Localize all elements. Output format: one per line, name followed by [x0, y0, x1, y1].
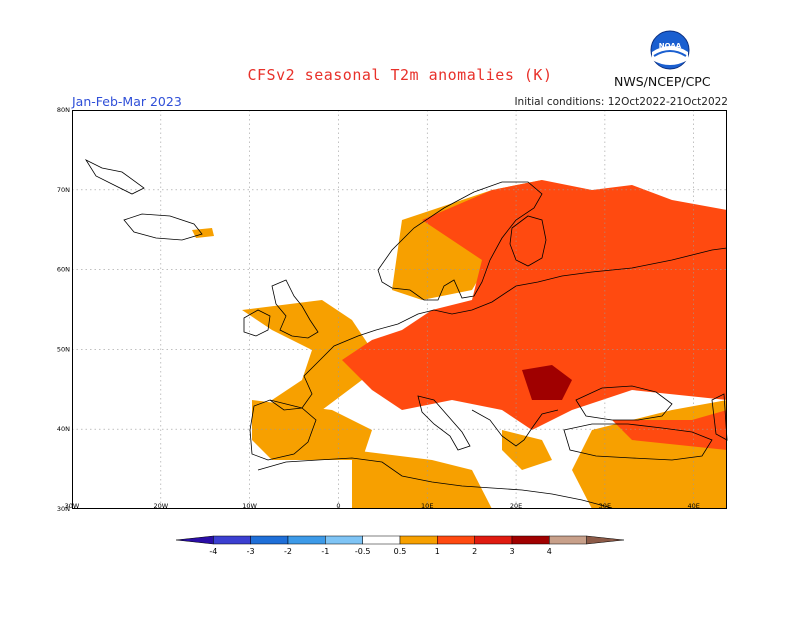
- lat-label: 60N: [57, 266, 70, 274]
- chart-title: CFSv2 seasonal T2m anomalies (K): [247, 66, 553, 84]
- lon-label: 10W: [242, 502, 257, 510]
- colorbar-tick-label: -2: [284, 547, 292, 556]
- colorbar-tick-label: 2: [472, 547, 477, 556]
- coast-greenland: [84, 159, 145, 195]
- colorbar-segment: [362, 535, 401, 545]
- colorbar-tick-label: 0.5: [394, 547, 407, 556]
- colorbar-segments: [175, 535, 625, 545]
- colorbar-ticks: -4 -3 -2 -1 -0.5 0.5 1 2 3 4: [209, 547, 552, 556]
- forecast-period: Jan-Feb-Mar 2023: [72, 94, 182, 109]
- colorbar-tick-label: -1: [321, 547, 329, 556]
- coast-turkey: [563, 423, 713, 461]
- agency-label: NWS/NCEP/CPC: [614, 74, 711, 89]
- colorbar-segment: [325, 535, 363, 545]
- anomaly-region: [352, 450, 492, 509]
- coast-africa: [257, 457, 613, 509]
- noaa-logo-text: NOAA: [659, 42, 682, 50]
- coast-italy: [417, 395, 471, 451]
- colorbar-segment: [287, 535, 326, 545]
- coast-balkans: [471, 409, 559, 447]
- anomaly-cells: [192, 180, 727, 509]
- colorbar-segment: [437, 535, 475, 545]
- colorbar-tick-label: 1: [435, 547, 440, 556]
- colorbar-legend: -4 -3 -2 -1 -0.5 0.5 1 2 3 4: [175, 535, 625, 556]
- lon-label: 20W: [153, 502, 168, 510]
- coast-black-sea: [575, 385, 673, 421]
- lat-label: 40N: [57, 425, 70, 433]
- coast-finland: [509, 215, 547, 267]
- colorbar-segment: [586, 535, 625, 545]
- lat-labels: 80N 70N 60N 50N 40N 30N: [57, 106, 70, 513]
- coast-scandinavia: [377, 181, 543, 301]
- coastlines: [84, 159, 728, 509]
- lat-label: 70N: [57, 186, 70, 194]
- initial-conditions: Initial conditions: 12Oct2022-21Oct2022: [514, 96, 728, 108]
- anomaly-region: [192, 228, 214, 238]
- colorbar-tick-label: 3: [509, 547, 514, 556]
- colorbar-segment: [213, 535, 251, 545]
- colorbar-tick-label: -0.5: [355, 547, 371, 556]
- coast-iberia: [249, 399, 317, 461]
- coast-iceland: [123, 213, 203, 241]
- anomaly-region: [502, 430, 552, 470]
- lon-label: 30W: [65, 502, 80, 510]
- anomaly-region: [522, 365, 572, 400]
- colorbar-segment: [250, 535, 289, 545]
- colorbar-segment: [399, 535, 438, 545]
- lon-label: 30E: [599, 502, 611, 510]
- lat-label: 80N: [57, 106, 70, 114]
- lat-label: 30N: [57, 505, 70, 513]
- colorbar-segment: [549, 535, 587, 545]
- coast-britain: [271, 279, 319, 339]
- anomaly-region: [612, 410, 727, 450]
- lon-labels: 30W 20W 10W 0 10E 20E 30E 40E: [65, 502, 700, 510]
- anomaly-region: [242, 300, 372, 410]
- colorbar-tick-label: -4: [209, 547, 217, 556]
- lon-label: 20E: [510, 502, 522, 510]
- map-frame: [72, 110, 727, 509]
- colorbar-segment: [474, 535, 513, 545]
- anomaly-region: [572, 400, 727, 509]
- anomaly-map: 80N 70N 60N 50N 40N 30N 30W 20W 10W 0 10E 20E 30E 40…: [57, 106, 728, 513]
- colorbar-segment: [175, 535, 214, 545]
- coast-ireland: [243, 309, 271, 337]
- coast-continent: [269, 247, 728, 411]
- lon-label: 40E: [687, 502, 699, 510]
- lat-label: 50N: [57, 345, 70, 353]
- lon-label: 10E: [421, 502, 433, 510]
- colorbar-tick-label: 4: [547, 547, 552, 556]
- noaa-logo-icon: NOAA: [650, 30, 690, 70]
- colorbar-tick-label: -3: [247, 547, 255, 556]
- anomaly-region: [342, 180, 727, 430]
- colorbar-segment: [511, 535, 550, 545]
- lon-label: 0: [336, 502, 340, 510]
